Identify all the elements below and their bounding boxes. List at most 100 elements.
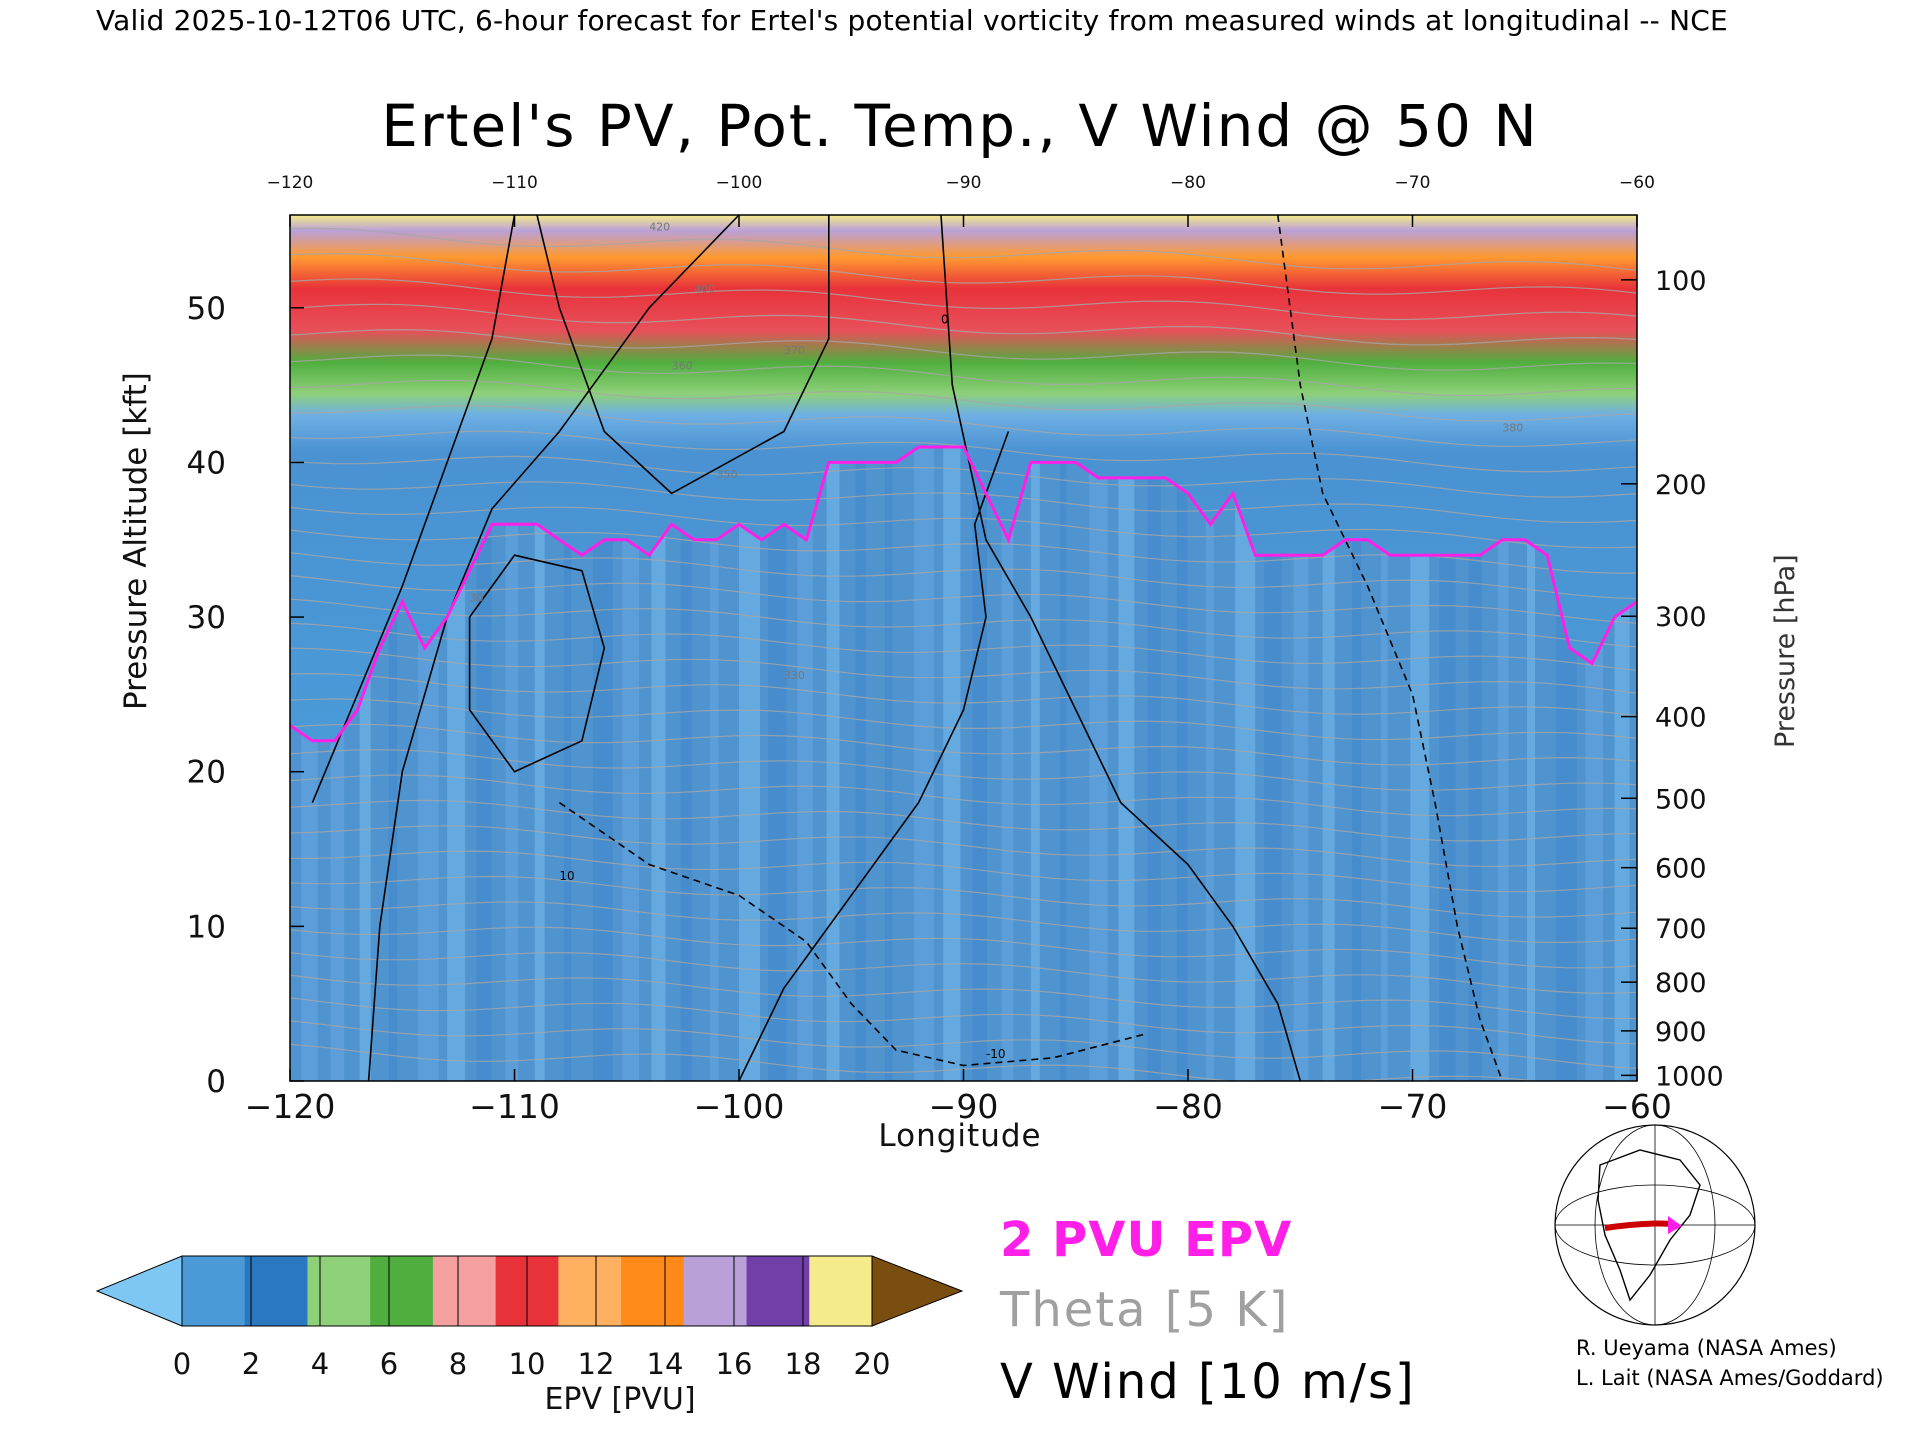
y-tick-label: 20 [187, 755, 226, 791]
pressure-tick-label: 200 [1655, 470, 1707, 501]
theta-contour [290, 506, 1637, 549]
theta-contour-label: 420 [649, 220, 670, 233]
vwind-contour [311, 215, 516, 803]
theta-contour [290, 774, 1637, 817]
pressure-tick-label: 700 [1655, 914, 1707, 945]
vwind-contour-label: 10 [559, 869, 574, 883]
credit-line-2: L. Lait (NASA Ames/Goddard) [1576, 1366, 1884, 1390]
epv-stripe [709, 215, 719, 1081]
colorbar-segment [244, 1256, 308, 1326]
vwind-contour [536, 215, 830, 495]
vwind-contour [468, 554, 606, 773]
colorbar-tick-label: 8 [449, 1347, 467, 1381]
axes: −120 −120 −110 −110 −100 −100 −90 −90 −80 −80 −70 −… [187, 173, 1724, 1126]
colorbar-label: EPV [PVU] [544, 1382, 696, 1417]
pressure-tick-label: 800 [1655, 968, 1707, 999]
inset-continent [1597, 1149, 1701, 1302]
colorbar-segment [809, 1256, 873, 1326]
theta-contour-label: 30 [470, 592, 484, 605]
colorbar: 0 2 4 6 8 10 12 14 16 18 20 [95, 1255, 964, 1381]
theta-contour [290, 698, 1637, 741]
x-tick-label-top: −110 [491, 173, 538, 193]
theta-contour [290, 622, 1637, 671]
x-tick-label-top: −70 [1395, 173, 1431, 193]
vwind-contour [367, 215, 740, 1081]
x-tick-label: −60 [1602, 1087, 1672, 1126]
theta-contour-label: 360 [672, 360, 693, 373]
colorbar-segment [683, 1256, 748, 1326]
x-tick-label-top: −100 [716, 173, 763, 193]
pressure-tick-label: 900 [1655, 1017, 1707, 1048]
epv-stripe [1176, 215, 1188, 1081]
colorbar-tick-label: 2 [242, 1347, 260, 1381]
vwind-contour [940, 215, 1302, 1081]
colorbar-tick-label: 12 [578, 1347, 615, 1381]
stratosphere-fill [290, 215, 1637, 741]
colorbar-tick-label: 18 [785, 1347, 822, 1381]
vwind-contour [738, 431, 1010, 1081]
theta-contour [290, 951, 1637, 994]
x-tick-label-top: −120 [267, 173, 314, 193]
theta-contour [290, 974, 1637, 1020]
colorbar-tick-label: 4 [311, 1347, 329, 1381]
y-tick-label: 30 [187, 600, 226, 636]
theta-contour [290, 552, 1637, 600]
y-axis-label: Pressure Altitude [kft] [118, 372, 154, 710]
y-tick-label: 40 [187, 445, 226, 481]
pressure-tick-label: 100 [1655, 266, 1707, 297]
vwind-contour-label: 0 [941, 312, 949, 326]
y2-axis-label: Pressure [hPa] [1770, 554, 1801, 748]
epv-stripe [1030, 215, 1040, 1081]
x-tick-label: −70 [1378, 1087, 1448, 1126]
theta-contour [290, 252, 1637, 295]
x-tick-label: −120 [245, 1087, 336, 1126]
theta-contour [290, 354, 1637, 397]
epv-stripe [1381, 215, 1388, 1081]
colorbar-extend-low [95, 1255, 183, 1327]
colorbar-segment [307, 1256, 371, 1326]
theta-contour [290, 850, 1637, 893]
vwind-contour [558, 801, 1144, 1067]
pressure-tick-label: 600 [1655, 854, 1707, 885]
vwind-contour-label: -10 [986, 1047, 1006, 1061]
y-tick-label: 50 [187, 291, 226, 327]
legend-pv: 2 PVU EPV [1000, 1212, 1293, 1268]
plot-area [290, 215, 1637, 1081]
epv-stripe [855, 215, 866, 1081]
inset-cross-section-path [1604, 1220, 1673, 1231]
theta-contour [290, 926, 1637, 969]
epv-stripe [1351, 215, 1362, 1081]
theta-contour [290, 575, 1637, 624]
theta-contour [290, 749, 1637, 791]
x-tick-label: −90 [929, 1087, 999, 1126]
colorbar-segment [746, 1256, 810, 1326]
inset-arrow-icon [1668, 1216, 1682, 1234]
pressure-tick-label: 1000 [1655, 1061, 1724, 1092]
y-tick-label: 10 [187, 909, 226, 945]
theta-contours [290, 227, 1637, 1081]
theta-contour [290, 405, 1637, 447]
vwind-contour [1277, 215, 1504, 1081]
colorbar-segment [621, 1256, 685, 1326]
pressure-tick-label: 500 [1655, 784, 1707, 815]
epv-stripe [388, 215, 398, 1081]
epv-stripe [884, 215, 893, 1081]
epv-stripe [1497, 215, 1509, 1081]
pressure-tick-label: 300 [1655, 602, 1707, 633]
colorbar-tick-label: 14 [647, 1347, 684, 1381]
colorbar-tick-label: 10 [509, 1347, 546, 1381]
x-tick-label-top: −80 [1170, 173, 1206, 193]
y-tick-label: 0 [206, 1064, 226, 1100]
epv-stripe [1526, 215, 1536, 1081]
colorbar-segment [558, 1256, 622, 1326]
theta-contour [290, 455, 1637, 498]
theta-contour [290, 825, 1637, 867]
theta-contour [290, 303, 1637, 346]
credit-line-1: R. Ueyama (NASA Ames) [1576, 1336, 1837, 1360]
theta-contour-label: 400 [694, 282, 715, 295]
chart-title: Ertel's PV, Pot. Temp., V Wind @ 50 N [381, 92, 1539, 160]
epv-stripe [1205, 215, 1214, 1081]
x-tick-label: −80 [1153, 1087, 1223, 1126]
x-tick-label: −110 [469, 1087, 560, 1126]
